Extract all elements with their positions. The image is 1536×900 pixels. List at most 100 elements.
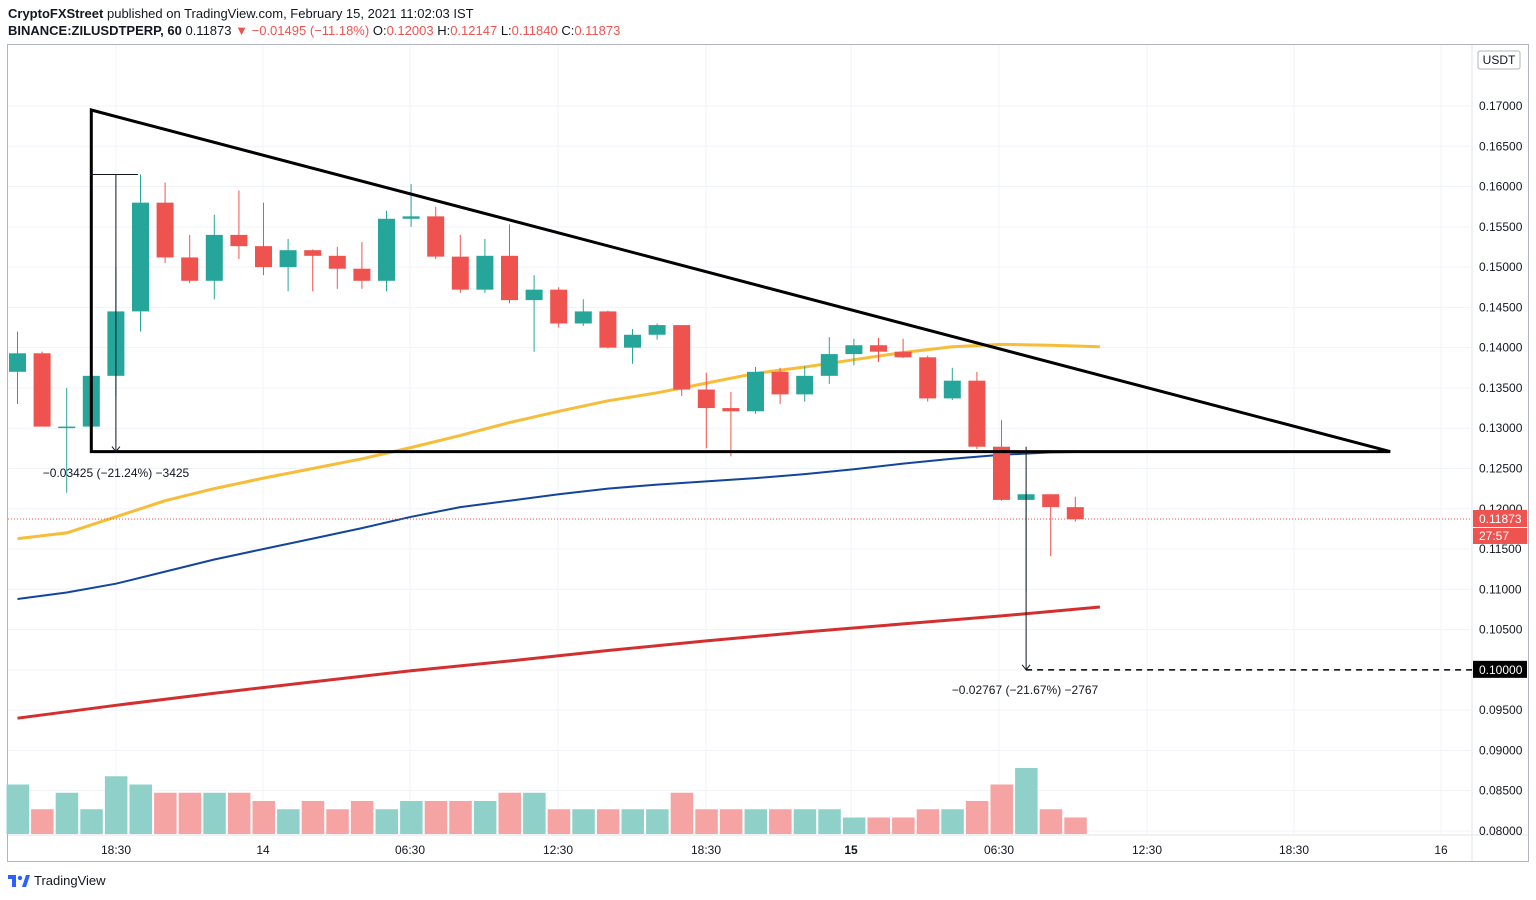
volume-bar [498,792,521,834]
volume-bar [892,817,915,834]
ma50-line [17,342,1100,541]
x-tick-label: 06:30 [984,843,1014,857]
candle-body [648,325,666,335]
tradingview-brand[interactable]: TradingView [8,873,106,888]
y-tick-label: 0.17000 [1479,99,1523,113]
y-tick-label: 0.16500 [1479,139,1523,153]
candle-body [156,202,174,258]
y-tick-label: 0.14000 [1479,341,1523,355]
publisher-name[interactable]: CryptoFXStreet [8,6,104,21]
x-tick-label: 15 [844,843,858,857]
volume-bar [1015,768,1038,834]
volume-bar [326,809,349,834]
measure-label-1: −0.03425 (−21.24%) −3425 [43,466,190,480]
ohlc-line: BINANCE:ZILUSDTPERP, 60 0.11873 ▼ −0.014… [8,23,620,38]
volume-bar [400,801,423,834]
candle-body [427,216,445,257]
x-tick-label: 18:30 [101,843,131,857]
volume-bar [941,809,964,834]
down-arrow-icon: ▼ [235,23,248,38]
price-tag: 0.11873 [1479,512,1522,526]
candle-body [255,246,272,268]
volume-bar [31,809,54,834]
tradingview-logo-icon [8,874,30,887]
y-tick-label: 0.16000 [1479,180,1523,194]
x-tick-label: 14 [256,843,270,857]
volume-bar [916,809,940,834]
y-tick-label: 0.12500 [1479,461,1523,475]
candle-body [820,354,838,376]
volume-bar [842,817,866,834]
volume-bar [572,809,595,834]
close-label: C: [561,23,575,38]
candle-body [771,371,789,395]
candle-body [943,380,961,399]
candle-body [1042,494,1060,508]
volume-bar [695,809,718,834]
candle-body [870,345,887,352]
volume-bar [1039,809,1063,834]
candle-body [550,289,568,324]
y-tick-label: 0.08000 [1479,824,1523,838]
volume-bar [670,792,694,834]
y-tick-label: 0.10500 [1479,623,1523,637]
x-tick-label: 18:30 [691,843,721,857]
volume-bar [769,809,792,834]
candle-body [33,353,51,427]
low-label: L: [500,23,512,38]
candle-body [697,389,715,409]
candle-body [476,255,494,290]
volume-bar [1064,817,1087,834]
volume-bar [621,809,644,834]
measure-line-1 [89,173,138,452]
volume-bar [547,809,571,834]
volume-bar [104,776,128,834]
y-tick-label: 0.13500 [1479,381,1523,395]
candle-body [894,351,912,358]
volume-bar [744,809,767,834]
volume-bar [375,809,398,834]
volume-bar [203,792,226,834]
volume-bar [449,801,472,834]
x-tick-label: 12:30 [543,843,573,857]
open-value: 0.12003 [386,23,434,38]
candle-body [722,408,740,412]
candle-body [58,426,76,429]
symbol-label: BINANCE:ZILUSDTPERP, 60 [8,23,182,38]
volume-bar [277,809,300,834]
open-label: O: [372,23,387,38]
candle-body [525,289,543,301]
x-tick-label: 12:30 [1132,843,1162,857]
target-tag-bg [1473,660,1527,678]
volume-bar [424,801,448,834]
volume-bar [719,809,743,834]
close-value: 0.11873 [574,23,621,38]
y-tick-label: 0.13000 [1479,421,1523,435]
candle-body [181,257,199,281]
volume-bar [178,792,202,834]
y-tick-label: 0.11500 [1479,542,1522,556]
y-tick-label: 0.09000 [1479,743,1523,757]
candle-body [599,311,617,348]
volume-bar [129,784,152,834]
candle-body [501,255,518,301]
volume-bar [154,792,177,834]
candle-body [132,202,149,312]
measure-label-2: −0.02767 (−21.67%) −2767 [952,683,1099,697]
x-tick-label: 16 [1434,843,1448,857]
x-tick-label: 18:30 [1279,843,1309,857]
candle-body [673,325,691,390]
volume-bar [867,817,890,834]
volume-bar [6,784,29,834]
y-tick-label: 0.15500 [1479,220,1523,234]
ma100-line [17,450,1100,600]
triangle-pattern [89,108,1391,454]
candle-body [205,234,223,281]
change-value: −0.01495 (−11.18%) [251,23,370,38]
volume-bar [793,809,817,834]
candle-body [304,250,322,256]
volume-bar [350,801,374,834]
chart-frame [7,44,1529,862]
volume-bar [473,801,497,834]
